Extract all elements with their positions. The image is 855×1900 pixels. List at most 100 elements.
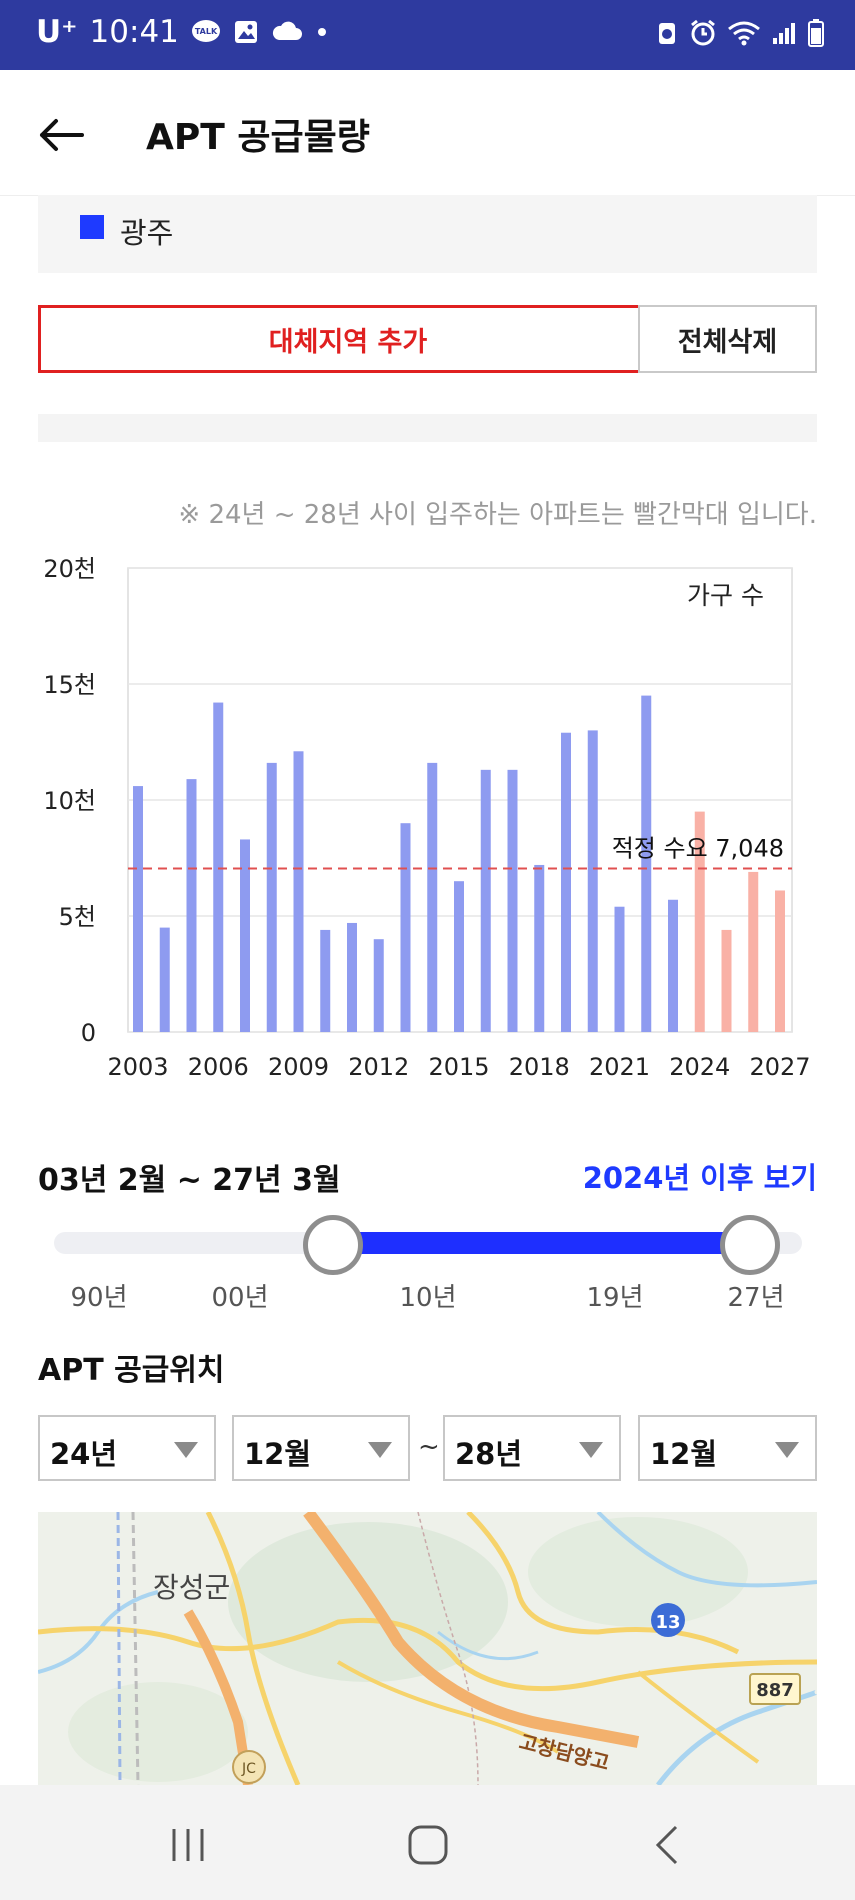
wifi-icon <box>728 21 760 46</box>
y-tick-label: 0 <box>81 1019 96 1047</box>
notification-icons: TALK <box>191 19 329 45</box>
bar-future <box>721 929 732 1032</box>
page-title: APT 공급물량 <box>146 117 370 158</box>
svg-text:TALK: TALK <box>195 27 218 36</box>
supply-chart: 20천 15천 10천 5천 0 적정 수요 7,048 가구 수 2003 2006 2009 2… <box>43 555 810 1081</box>
slider-tick-label: 10년 <box>399 1283 457 1313</box>
bar <box>561 732 571 1032</box>
recent-apps-icon[interactable] <box>168 1825 208 1865</box>
bar <box>159 927 170 1032</box>
cloud-icon <box>272 21 302 40</box>
dropdown-arrow-icon <box>174 1442 198 1458</box>
bar <box>133 786 143 1032</box>
delete-all-button[interactable]: 전체삭제 <box>638 305 817 373</box>
status-right <box>655 18 825 48</box>
chart-unit-label: 가구 수 <box>687 581 764 610</box>
y-tick-label: 10천 <box>43 787 96 815</box>
bar <box>668 899 678 1032</box>
battery-icon <box>808 19 824 47</box>
period-label: 03년 2월 ~ 27년 3월 <box>38 1163 341 1198</box>
x-tick-label: 2015 <box>428 1053 489 1081</box>
status-bar: U⁺ 10:41 TALK <box>0 0 855 70</box>
chart-note: ※ 24년 ~ 28년 사이 입주하는 아파트는 빨간막대 입니다. <box>178 500 817 530</box>
back-arrow-icon[interactable] <box>36 110 86 160</box>
gallery-icon <box>234 21 257 43</box>
status-left: U⁺ 10:41 TALK <box>36 14 329 50</box>
map-place-label: 장성군 <box>153 1571 230 1604</box>
signal-icon <box>773 23 795 44</box>
to-year-value: 28년 <box>455 1437 523 1471</box>
reference-line-label: 적정 수요 7,048 <box>612 834 784 862</box>
bar-future <box>748 871 759 1032</box>
bar <box>534 864 545 1032</box>
alarm-icon <box>691 19 715 46</box>
recycle-icon <box>659 23 675 44</box>
map-canvas[interactable]: 장성군 13 887 JC 고창담양고 <box>38 1512 817 1785</box>
app-bar: APT 공급물량 <box>0 70 855 196</box>
range-slider-start-handle[interactable] <box>303 1215 363 1275</box>
bar <box>293 751 304 1032</box>
dropdown-arrow-icon <box>775 1442 799 1458</box>
bar <box>614 906 625 1032</box>
system-back-icon[interactable] <box>650 1823 686 1867</box>
to-month-select[interactable]: 12월 <box>638 1415 817 1481</box>
range-tilde: ~ <box>418 1432 440 1462</box>
map-view[interactable]: 장성군 13 887 JC 고창담양고 <box>38 1512 817 1785</box>
dot-icon <box>317 28 326 36</box>
divider-bar <box>38 414 817 442</box>
junction-badge: JC <box>241 1761 256 1777</box>
range-slider-end-handle[interactable] <box>720 1215 780 1275</box>
bar <box>347 922 357 1032</box>
bar <box>373 939 384 1032</box>
clock: 10:41 <box>89 14 179 50</box>
legend-box <box>38 195 817 273</box>
bar <box>454 881 464 1032</box>
to-month-value: 12월 <box>650 1437 718 1471</box>
bar <box>427 762 438 1032</box>
y-tick-label: 5천 <box>59 903 96 931</box>
bar <box>587 730 598 1032</box>
x-tick-label: 2006 <box>188 1053 249 1081</box>
x-tick-label: 2027 <box>749 1053 810 1081</box>
y-tick-label: 20천 <box>43 555 96 583</box>
from-year-value: 24년 <box>50 1437 118 1471</box>
from-year-select[interactable]: 24년 <box>38 1415 216 1481</box>
x-tick-label: 2012 <box>348 1053 409 1081</box>
x-tick-label: 2003 <box>107 1053 168 1081</box>
route-13-badge: 13 <box>655 1612 680 1633</box>
legend-region-label: 광주 <box>120 216 174 250</box>
add-alternative-region-button[interactable]: 대체지역 추가 <box>38 305 658 373</box>
bar-future <box>694 811 705 1032</box>
legend-swatch <box>80 215 104 239</box>
from-month-value: 12월 <box>244 1437 312 1471</box>
range-slider-fill <box>330 1232 748 1254</box>
system-nav-bar <box>0 1785 855 1900</box>
bar <box>507 769 518 1032</box>
slider-tick-label: 00년 <box>211 1283 269 1313</box>
bar <box>266 762 277 1032</box>
apt-location-title: APT 공급위치 <box>38 1353 225 1388</box>
bar <box>641 695 652 1032</box>
bar <box>240 839 250 1032</box>
bar <box>213 702 224 1032</box>
bar <box>320 929 331 1032</box>
bar <box>400 823 411 1032</box>
home-icon[interactable] <box>406 1823 450 1867</box>
slider-tick-label: 27년 <box>727 1283 785 1313</box>
slider-tick-label: 90년 <box>70 1283 128 1313</box>
view-after-2024-link[interactable]: 2024년 이후 보기 <box>582 1161 817 1195</box>
x-tick-label: 2021 <box>589 1053 650 1081</box>
slider-tick-label: 19년 <box>586 1283 644 1313</box>
bar <box>186 779 197 1032</box>
dropdown-arrow-icon <box>368 1442 392 1458</box>
talk-icon: TALK <box>191 20 220 42</box>
route-887-badge: 887 <box>756 1680 794 1701</box>
bar-future <box>775 890 785 1032</box>
to-year-select[interactable]: 28년 <box>443 1415 621 1481</box>
dropdown-arrow-icon <box>579 1442 603 1458</box>
carrier-label: U⁺ <box>36 14 78 50</box>
x-tick-label: 2024 <box>669 1053 730 1081</box>
bar <box>480 769 491 1032</box>
x-tick-label: 2009 <box>268 1053 329 1081</box>
from-month-select[interactable]: 12월 <box>232 1415 410 1481</box>
